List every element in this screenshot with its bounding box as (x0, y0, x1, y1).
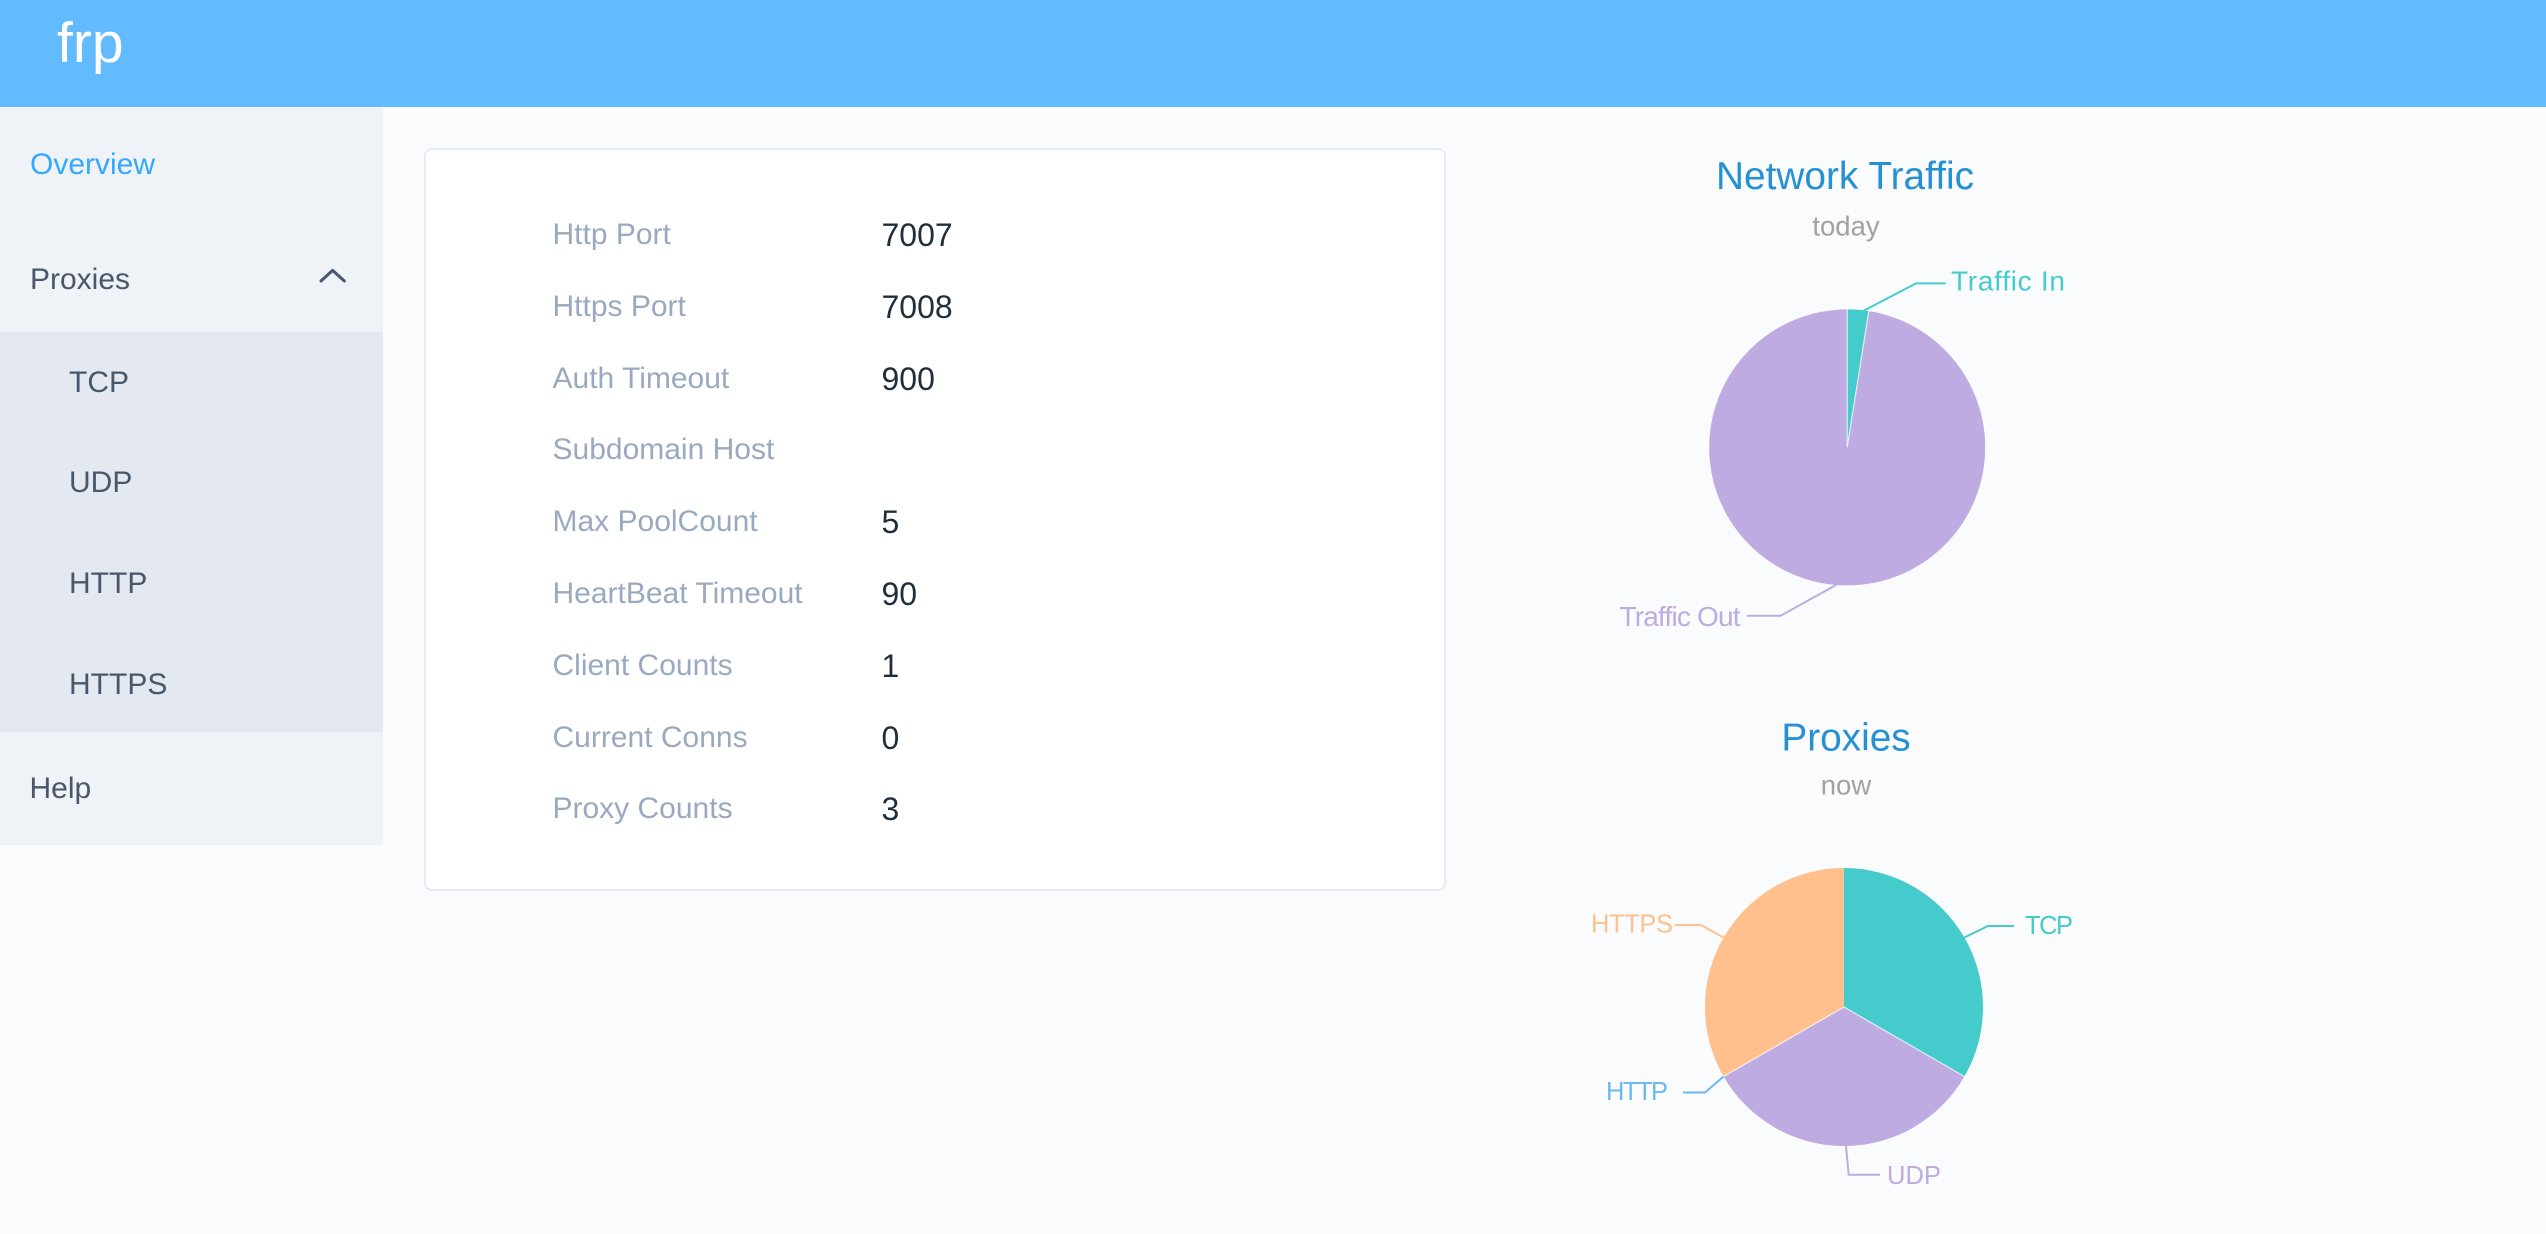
svg-text:HTTP: HTTP (1606, 1078, 1668, 1106)
svg-text:now: now (1821, 770, 1872, 801)
svg-text:Proxies: Proxies (1781, 716, 1910, 759)
svg-text:Traffic Out: Traffic Out (1620, 601, 1741, 632)
svg-text:HTTPS: HTTPS (1591, 910, 1673, 938)
svg-text:UDP: UDP (1887, 1162, 1941, 1190)
svg-text:TCP: TCP (2025, 912, 2073, 940)
svg-text:Network Traffic: Network Traffic (1716, 155, 1974, 198)
svg-text:today: today (1812, 210, 1880, 241)
svg-text:Traffic In: Traffic In (1951, 265, 2065, 296)
